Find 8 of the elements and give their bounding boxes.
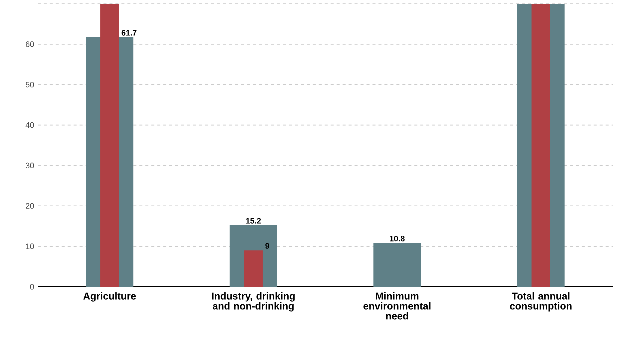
- x-tick-label: Industry, drinking and non-drinking: [212, 292, 295, 312]
- bar: [244, 250, 263, 287]
- x-tick-label: Minimum environmental need: [364, 292, 431, 320]
- x-tick-label: Agriculture: [84, 292, 136, 302]
- bar: [100, 4, 120, 287]
- bar: [532, 4, 550, 287]
- x-tick-label: Total annual consumption: [510, 292, 572, 312]
- bar: [374, 243, 422, 287]
